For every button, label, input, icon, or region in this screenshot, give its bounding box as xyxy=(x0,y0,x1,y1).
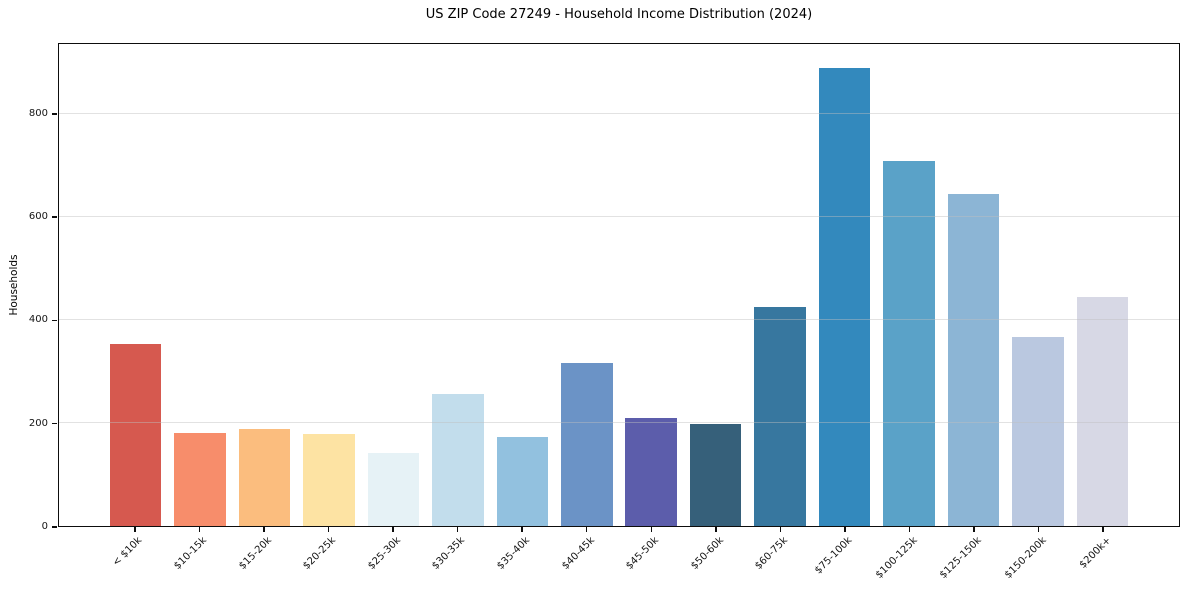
bar-45-50k xyxy=(625,417,677,526)
x-tick-label-30-35k: $30-35k xyxy=(430,535,468,572)
bar-35-40k xyxy=(496,437,549,526)
y-tick-label-600: 600 xyxy=(28,211,48,223)
y-axis-label: Households xyxy=(8,254,20,316)
bar-100-125k xyxy=(883,160,935,526)
x-tick-mark-200k+ xyxy=(1102,527,1104,532)
x-tick-label-50-60k: $50-60k xyxy=(688,535,726,572)
y-tick-label-400: 400 xyxy=(28,314,48,326)
x-tick-mark-60-75k xyxy=(779,527,782,532)
y-tick-label-200: 200 xyxy=(28,417,48,429)
x-tick-mark-45-50k xyxy=(650,527,653,532)
y-tick-mark-200 xyxy=(52,422,57,425)
y-tick-mark-600 xyxy=(52,216,57,218)
x-tick-label-25-30k: $25-30k xyxy=(365,535,403,572)
x-tick-mark-15-20k xyxy=(263,527,265,532)
bar-10-15k xyxy=(174,433,226,526)
y-tick-mark-0 xyxy=(52,526,57,528)
bar-75-100k xyxy=(818,68,871,526)
x-tick-mark-125-150k xyxy=(973,527,975,532)
bar-30-35k xyxy=(432,394,484,526)
plot-area xyxy=(58,43,1180,527)
x-tick-label-15-20k: $15-20k xyxy=(236,535,274,572)
x-tick-label-200k+: $200k+ xyxy=(1077,535,1113,571)
x-tick-label-10k: < $10k xyxy=(111,535,145,569)
x-tick-mark-20-25k xyxy=(327,527,330,532)
x-tick-label-10-15k: $10-15k xyxy=(172,535,210,572)
bar-125-150k xyxy=(947,193,1000,526)
x-tick-mark-150-200k xyxy=(1037,527,1040,532)
bar-200k+ xyxy=(1076,296,1129,526)
x-tick-label-35-40k: $35-40k xyxy=(495,535,532,572)
bar-60-75k xyxy=(754,307,806,526)
x-tick-mark-50-60k xyxy=(715,527,717,532)
x-tick-mark-25-30k xyxy=(392,527,394,532)
x-tick-mark-35-40k xyxy=(521,527,523,532)
bar-25-30k xyxy=(367,452,420,526)
bar-150-200k xyxy=(1012,336,1064,526)
x-tick-label-20-25k: $20-25k xyxy=(301,535,339,572)
x-tick-mark-30-35k xyxy=(456,527,459,532)
x-tick-label-45-50k: $45-50k xyxy=(624,535,662,572)
x-tick-mark-40-45k xyxy=(585,527,588,532)
y-tick-label-0: 0 xyxy=(41,521,48,532)
x-tick-mark-75-100k xyxy=(844,527,846,532)
x-tick-mark-10-15k xyxy=(198,527,201,532)
x-tick-mark-100-125k xyxy=(908,527,911,532)
x-tick-label-150-200k: $150-200k xyxy=(1002,535,1049,581)
y-tick-mark-400 xyxy=(52,319,57,322)
bars-layer xyxy=(59,44,1179,526)
bar-15-20k xyxy=(238,428,291,526)
bar-20-25k xyxy=(303,434,355,526)
bar-50-60k xyxy=(689,424,742,526)
x-tick-label-60-75k: $60-75k xyxy=(753,535,791,572)
x-tick-mark-10k xyxy=(134,527,136,532)
y-tick-label-800: 800 xyxy=(28,107,48,119)
bar-40-45k xyxy=(561,363,613,526)
y-tick-mark-800 xyxy=(52,113,57,115)
x-tick-label-40-45k: $40-45k xyxy=(559,535,597,572)
chart-title: US ZIP Code 27249 - Household Income Dis… xyxy=(425,7,813,22)
bar-10k xyxy=(109,344,162,526)
x-tick-label-75-100k: $75-100k xyxy=(813,535,855,577)
x-tick-label-125-150k: $125-150k xyxy=(937,535,984,581)
x-tick-label-100-125k: $100-125k xyxy=(873,535,920,581)
